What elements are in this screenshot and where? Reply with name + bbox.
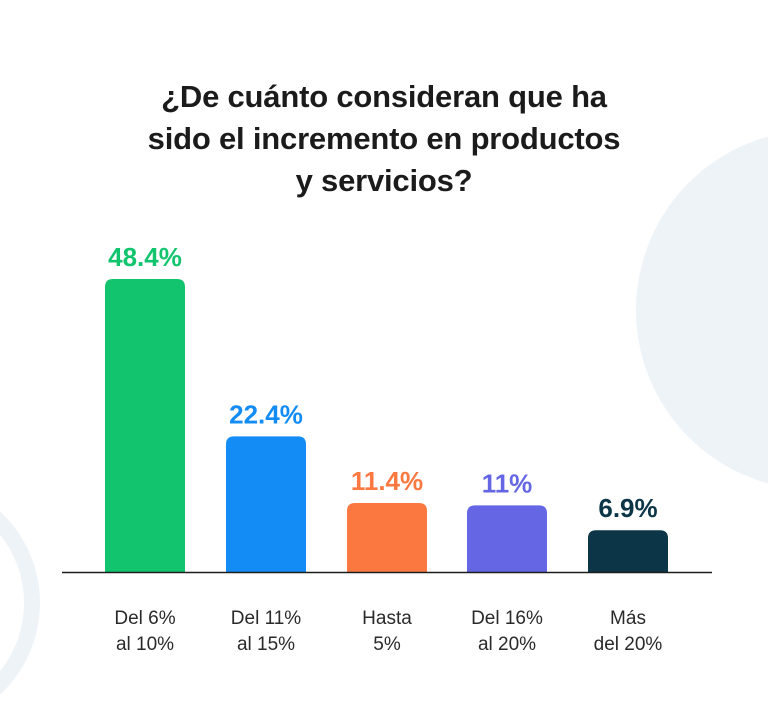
bar-value-label: 22.4% [229,399,303,429]
category-label-line: Del 6% [114,608,176,629]
bar [588,530,668,572]
bar-value-label: 11.4% [351,466,423,496]
bar [467,505,547,572]
category-label-line: al 15% [236,634,296,655]
chart-title-line: sido el incremento en productos [147,121,621,156]
bar [105,279,185,572]
category-label-line: Del 16% [471,608,543,629]
category-label-line: al 20% [477,634,537,655]
bar [226,436,306,572]
category-label-line: del 20% [593,634,663,655]
chart-title-line: ¿De cuánto consideran que ha [161,79,607,114]
category-label: Del 16% al 20% [447,606,567,658]
category-label: Hasta 5% [327,606,447,658]
category-label: Del 6% al 10% [85,606,205,658]
bar-value-label: 11% [482,468,533,498]
category-label: Más del 20% [568,606,688,658]
chart-title-line: y servicios? [295,163,473,198]
category-label-line: 5% [373,634,401,655]
chart-title: ¿De cuánto consideran que ha sido el inc… [84,76,684,202]
category-label-line: Del 11% [230,608,302,629]
bar-value-label: 6.9% [598,493,657,523]
category-label-line: Hasta [362,608,412,629]
category-label: Del 11% al 15% [206,606,326,658]
bar [347,502,427,572]
category-label-line: Más [610,608,646,629]
category-label-line: al 10% [115,634,175,655]
bar-value-label: 48.4% [108,242,182,272]
